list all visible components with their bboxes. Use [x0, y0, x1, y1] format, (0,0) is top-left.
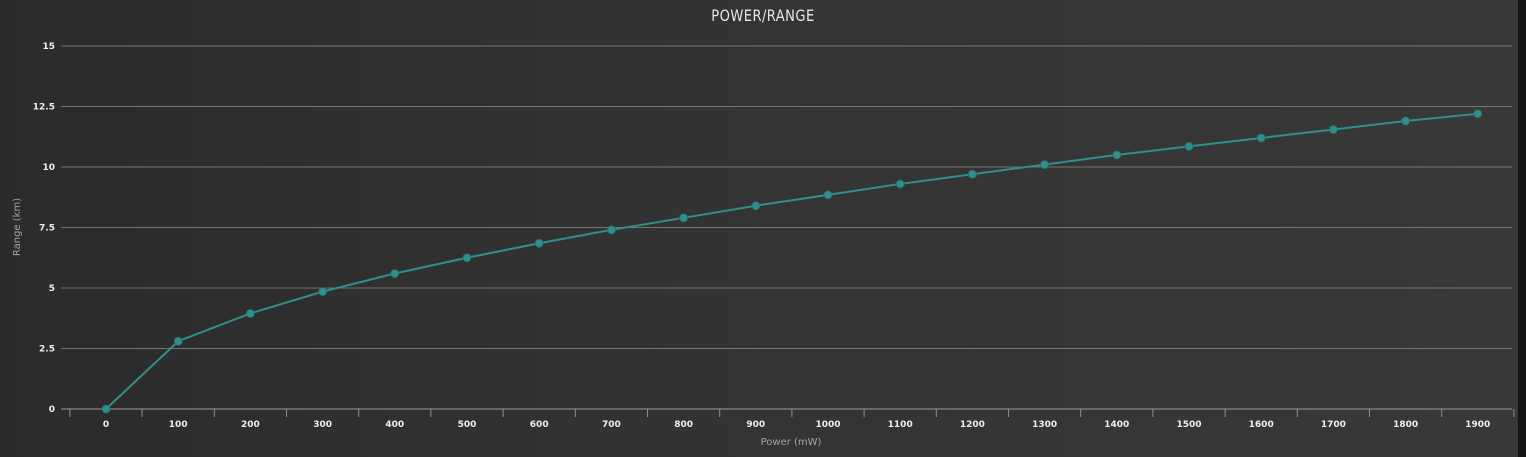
data-point	[318, 287, 328, 297]
x-tick-label: 1000	[815, 420, 840, 430]
data-point	[823, 190, 833, 200]
data-point	[245, 309, 255, 318]
y-tick-label: 10	[42, 163, 55, 173]
data-point	[1112, 150, 1122, 160]
data-point	[1401, 116, 1410, 126]
x-tick-label: 1500	[1176, 420, 1201, 430]
series-line	[105, 112, 1478, 410]
chart-title: POWER/RANGE	[711, 6, 815, 25]
data-point	[173, 336, 183, 346]
x-tick-label: 1400	[1104, 420, 1129, 430]
x-axis-label: Power (mW)	[761, 437, 822, 448]
y-tick-label: 5	[49, 284, 55, 294]
y-tick-label: 2.5	[39, 345, 55, 355]
x-tick-label: 600	[530, 420, 549, 430]
data-point	[390, 269, 400, 278]
data-point	[968, 169, 977, 179]
y-tick-label: 12.5	[33, 103, 55, 113]
x-tick-label: 1800	[1393, 420, 1418, 430]
data-point	[534, 238, 544, 248]
y-tick-label: 0	[49, 405, 55, 415]
x-tick-label: 700	[602, 420, 621, 430]
data-point	[751, 201, 761, 211]
x-tick-label: 1900	[1465, 420, 1490, 430]
data-point	[1256, 133, 1266, 143]
x-tick-label: 500	[458, 420, 477, 430]
data-point	[607, 225, 616, 235]
x-tick-label: 1700	[1321, 420, 1346, 430]
y-axis-label: Range (km)	[12, 198, 23, 256]
x-tick-label: 900	[746, 420, 765, 430]
data-point	[462, 253, 472, 263]
data-point	[1473, 109, 1483, 119]
data-point	[679, 213, 688, 223]
x-tick-label: 300	[313, 420, 332, 430]
right-edge-bar	[1518, 0, 1526, 457]
y-tick-label: 15	[42, 42, 55, 52]
y-tick-label: 7.5	[39, 224, 55, 234]
x-tick-label: 400	[385, 420, 404, 430]
x-tick-label: 1200	[960, 420, 985, 430]
x-tick-label: 0	[103, 420, 109, 430]
x-tick-label: 1600	[1249, 420, 1274, 430]
x-tick-label: 800	[674, 420, 693, 430]
x-tick-label: 1100	[888, 420, 913, 430]
data-point	[1040, 160, 1049, 169]
data-point	[101, 404, 111, 414]
data-point	[1329, 125, 1338, 134]
x-tick-label: 1300	[1032, 420, 1057, 430]
x-tick-label: 200	[241, 420, 260, 430]
x-tick-label: 100	[169, 420, 188, 430]
data-point	[895, 179, 905, 189]
data-point	[1184, 142, 1194, 151]
